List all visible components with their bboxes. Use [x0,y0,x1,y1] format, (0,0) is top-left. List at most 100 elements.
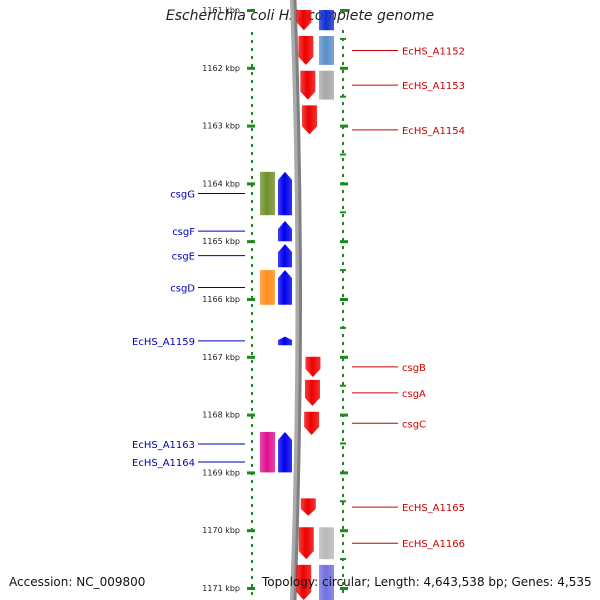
forward-gene-label: csgB [402,363,426,374]
axis-dot [251,440,253,443]
axis-dot [251,536,253,539]
right-axis-dot [342,430,344,433]
right-axis-tick [340,298,348,301]
right-axis-dot [342,190,344,193]
forward-gene-label: EcHS_A1166 [402,539,465,550]
axis-dot [251,224,253,227]
axis-dot [251,408,253,411]
right-axis-dot [342,46,344,49]
axis-dot [251,400,253,403]
axis-dot [251,48,253,51]
reverse-annotation-block [260,432,275,472]
reverse-gene-label: csgG [170,190,195,201]
right-axis-dot [342,142,344,145]
right-axis-dot [342,446,344,449]
axis-dot [251,168,253,171]
right-axis-half-tick [340,558,346,560]
axis-tick-label: 1163 kbp [202,122,240,131]
axis-dot [251,592,253,595]
right-axis-dot [342,390,344,393]
axis-dot [251,584,253,587]
genome-map: 1161 kbp1162 kbp1163 kbp1164 kbp1165 kbp… [0,0,600,600]
axis-dot [251,40,253,43]
right-axis-tick [340,182,348,185]
right-axis-dot [342,206,344,209]
forward-gene-arrow [301,498,316,515]
right-axis-dot [342,590,344,593]
axis-tick [247,67,255,70]
forward-gene-arrow [302,105,317,134]
right-axis-dot [342,350,344,353]
right-axis-dot [342,30,344,33]
right-axis-tick [340,414,348,417]
reverse-gene-arrow [278,270,292,305]
right-axis-dot [342,62,344,65]
axis-tick-label: 1162 kbp [202,64,240,73]
reverse-gene-label: csgF [172,227,195,238]
accession-text: Accession: NC_009800 [9,575,145,589]
right-axis-dot [342,454,344,457]
axis-tick [247,414,255,417]
right-axis-dot [342,318,344,321]
forward-gene-arrow [300,71,315,100]
axis-dot [251,192,253,195]
right-axis-dot [342,86,344,89]
axis-dot [251,424,253,427]
forward-gene-label: EcHS_A1153 [402,81,465,92]
left-axis-group: 1161 kbp 1162 kbp 1163 kbp 1164 kbp 1165 kbp… [202,6,255,595]
right-axis-tick [340,529,348,532]
axis-dot [251,128,253,131]
axis-dot [251,512,253,515]
right-axis-half-tick [340,154,346,156]
right-axis-dot [342,302,344,305]
right-axis-dot [342,70,344,73]
right-axis-tick [340,356,348,359]
right-axis-dot [342,526,344,529]
axis-dot [251,88,253,91]
axis-tick [247,9,255,12]
right-axis-dot [342,222,344,225]
axis-dot [251,160,253,163]
right-axis-dot [342,542,344,545]
right-axis-dot [342,566,344,569]
right-axis-dot [342,534,344,537]
forward-annotation-block [319,10,334,30]
forward-gene-label: EcHS_A1154 [402,126,465,137]
forward-gene-arrow [298,36,313,65]
axis-dot [251,552,253,555]
right-axis-dot [342,486,344,489]
axis-dot [251,56,253,59]
right-axis-dot [342,462,344,465]
right-axis-tick [340,9,348,12]
right-axis-dot [342,150,344,153]
axis-dot [251,320,253,323]
forward-gene-arrow [305,380,320,406]
right-axis-tick [340,471,348,474]
right-axis-dot [342,502,344,505]
right-axis-half-tick [340,96,346,98]
axis-tick-label: 1167 kbp [202,353,240,362]
right-axis-dot [342,158,344,161]
axis-dot [251,464,253,467]
axis-tick [247,529,255,532]
forward-gene-arrow [296,10,311,30]
axis-tick-label: 1168 kbp [202,411,240,420]
axis-dot [251,256,253,259]
axis-tick-label: 1164 kbp [202,179,240,188]
axis-dot [251,336,253,339]
axis-tick [247,240,255,243]
axis-tick [247,356,255,359]
axis-dot [251,456,253,459]
axis-tick [247,125,255,128]
forward-annotation-block [319,36,334,65]
axis-dot [251,232,253,235]
right-axis-dot [342,278,344,281]
axis-dot [251,480,253,483]
axis-dot [251,32,253,35]
right-axis-dot [342,510,344,513]
right-axis-dot [342,54,344,57]
right-axis-dot [342,78,344,81]
right-axis-dot [342,174,344,177]
axis-tick [247,298,255,301]
backbone-group [293,0,301,600]
